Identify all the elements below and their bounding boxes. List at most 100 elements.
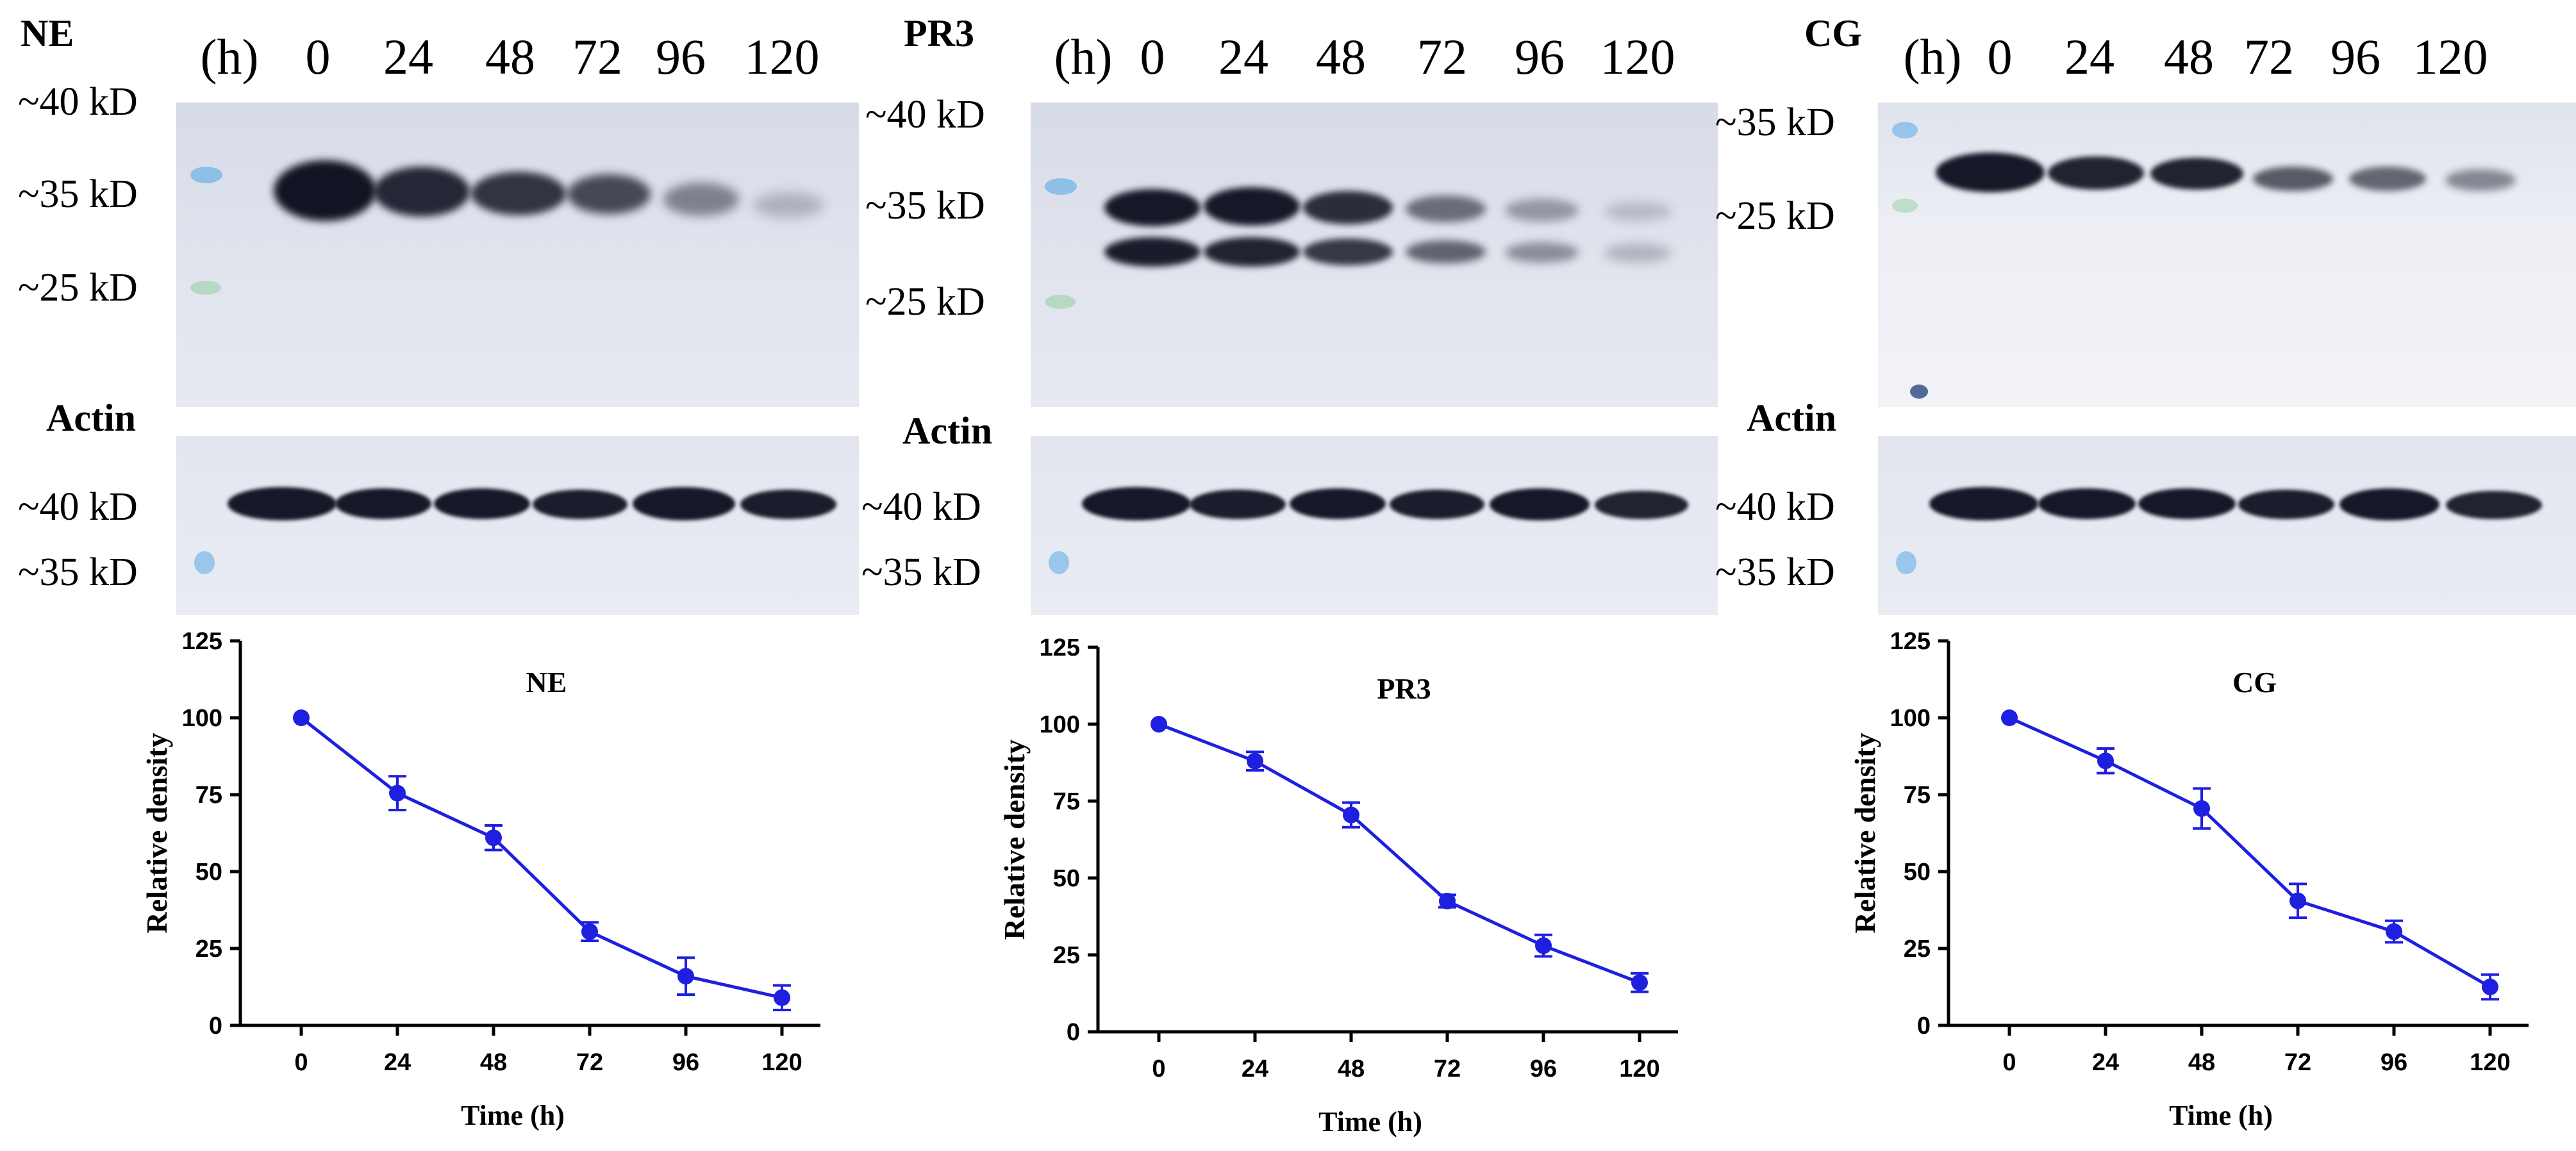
data-point <box>2482 979 2498 995</box>
actin-band <box>740 490 836 519</box>
protein-band <box>1303 238 1393 265</box>
mw-marker: ~40 kD <box>18 80 138 124</box>
data-point <box>1439 893 1456 909</box>
series-line <box>300 716 783 1000</box>
ladder-band <box>1045 295 1076 309</box>
data-point <box>1151 716 1167 733</box>
x-tick-label: 72 <box>2284 1049 2311 1076</box>
protein-band <box>471 172 566 215</box>
lane-label: 24 <box>1218 29 1268 85</box>
line-chart-pr3: 0 25 50 75 100 125 0 24 48 72 96 120 Time (h) Relativ… <box>859 0 1718 1148</box>
y-tick-label: 50 <box>195 859 222 886</box>
protein-band <box>663 183 739 216</box>
actin-band <box>1082 487 1191 520</box>
ladder-band <box>1045 178 1077 195</box>
x-tick-label: 24 <box>1242 1056 1268 1082</box>
lane-label: 48 <box>1316 29 1366 85</box>
protein-band <box>1505 242 1579 263</box>
ladder-band <box>1892 199 1918 213</box>
lane-labels: (h) 0 24 48 72 96 120 <box>859 31 1731 82</box>
x-tick-label: 48 <box>2188 1049 2215 1076</box>
blot-title: NE <box>21 12 74 54</box>
loading-control-label: Actin <box>46 397 136 439</box>
lane-label: 0 <box>305 29 331 85</box>
data-point <box>1535 937 1552 954</box>
lane-label: 96 <box>2331 29 2381 85</box>
mw-marker: ~35 kD <box>18 172 138 216</box>
y-tick-label: 75 <box>1904 782 1931 809</box>
data-point <box>1343 806 1359 824</box>
data-point <box>1631 974 1648 991</box>
ladder-band <box>1892 122 1918 138</box>
y-tick-label: 0 <box>209 1013 222 1039</box>
lane-label: 24 <box>383 29 433 85</box>
y-tick-label: 125 <box>1890 628 1931 655</box>
data-point <box>2097 752 2114 770</box>
protein-band <box>1204 187 1300 226</box>
protein-band <box>1406 240 1486 263</box>
x-tick-label: 0 <box>2002 1049 2016 1076</box>
protein-band <box>567 174 651 214</box>
y-tick-label: 25 <box>195 936 222 963</box>
x-axis-title: Time (h) <box>2169 1100 2273 1131</box>
chart-title: NE <box>526 666 567 699</box>
protein-band <box>2048 156 2144 190</box>
data-point <box>389 784 406 802</box>
x-tick-label: 96 <box>672 1049 699 1076</box>
x-tick-label: 24 <box>384 1049 411 1076</box>
actin-blot-image <box>1878 436 2576 615</box>
ladder-band <box>190 281 221 295</box>
protein-band <box>1303 191 1393 224</box>
chart-title: PR3 <box>1377 672 1431 705</box>
actin-band <box>633 487 735 520</box>
data-point <box>581 923 598 940</box>
protein-band <box>1505 199 1579 222</box>
ladder-band <box>194 551 215 574</box>
actin-band <box>2038 488 2136 519</box>
ladder-band <box>1910 385 1928 399</box>
y-tick-label: 0 <box>1067 1019 1080 1046</box>
line-chart-ne: 0 25 50 75 100 125 0 24 48 72 96 120 Time (h) Relativ… <box>0 0 859 1148</box>
actin-band <box>335 488 431 519</box>
loading-control-label: Actin <box>1747 397 1836 439</box>
mw-marker: ~35 kD <box>865 184 985 228</box>
x-tick-label: 120 <box>2470 1049 2510 1076</box>
panel-ne: NE (h) 0 24 48 72 96 120 ~40 kD ~35 kD ~… <box>0 0 859 1148</box>
y-tick-label: 25 <box>1053 942 1080 969</box>
lane-label: 120 <box>744 29 820 85</box>
ladder-band <box>1896 551 1916 574</box>
blot-image <box>1878 103 2576 407</box>
protein-band <box>374 167 470 217</box>
actin-band <box>533 490 627 519</box>
x-tick-label: 72 <box>1434 1056 1461 1082</box>
lane-unit: (h) <box>1054 29 1113 85</box>
mw-marker: ~25 kD <box>1715 194 1835 238</box>
actin-band <box>1929 487 2038 520</box>
lane-label: 120 <box>1600 29 1675 85</box>
lane-label: 0 <box>1140 29 1165 85</box>
y-axis-title: Relative density <box>140 733 173 933</box>
mw-marker: ~25 kD <box>18 266 138 310</box>
y-tick-label: 75 <box>1053 788 1080 815</box>
x-axis-title: Time (h) <box>1318 1106 1422 1138</box>
series-line <box>1158 722 1640 984</box>
chart-svg: 0 25 50 75 100 125 0 24 48 72 96 120 Time (h) Relativ… <box>140 628 820 1131</box>
actin-band <box>1290 488 1386 519</box>
y-tick-label: 75 <box>195 782 222 809</box>
y-tick-label: 0 <box>1917 1013 1931 1039</box>
lane-label: 96 <box>656 29 706 85</box>
actin-band <box>434 488 530 519</box>
x-tick-label: 120 <box>1619 1056 1659 1082</box>
actin-band <box>2238 490 2334 519</box>
protein-band <box>1604 202 1672 221</box>
x-axis-title: Time (h) <box>461 1100 565 1131</box>
panel-cg: CG (h) 0 24 48 72 96 120 ~35 kD ~25 kD A… <box>1715 0 2576 1148</box>
mw-marker: ~35 kD <box>18 551 138 594</box>
mw-marker: ~35 kD <box>1715 551 1835 594</box>
actin-band <box>2446 491 2542 519</box>
mw-marker: ~40 kD <box>1715 485 1835 529</box>
y-tick-label: 100 <box>1040 711 1080 738</box>
actin-band <box>2339 488 2439 520</box>
actin-band <box>1190 490 1286 519</box>
mw-marker: ~35 kD <box>1715 101 1835 144</box>
